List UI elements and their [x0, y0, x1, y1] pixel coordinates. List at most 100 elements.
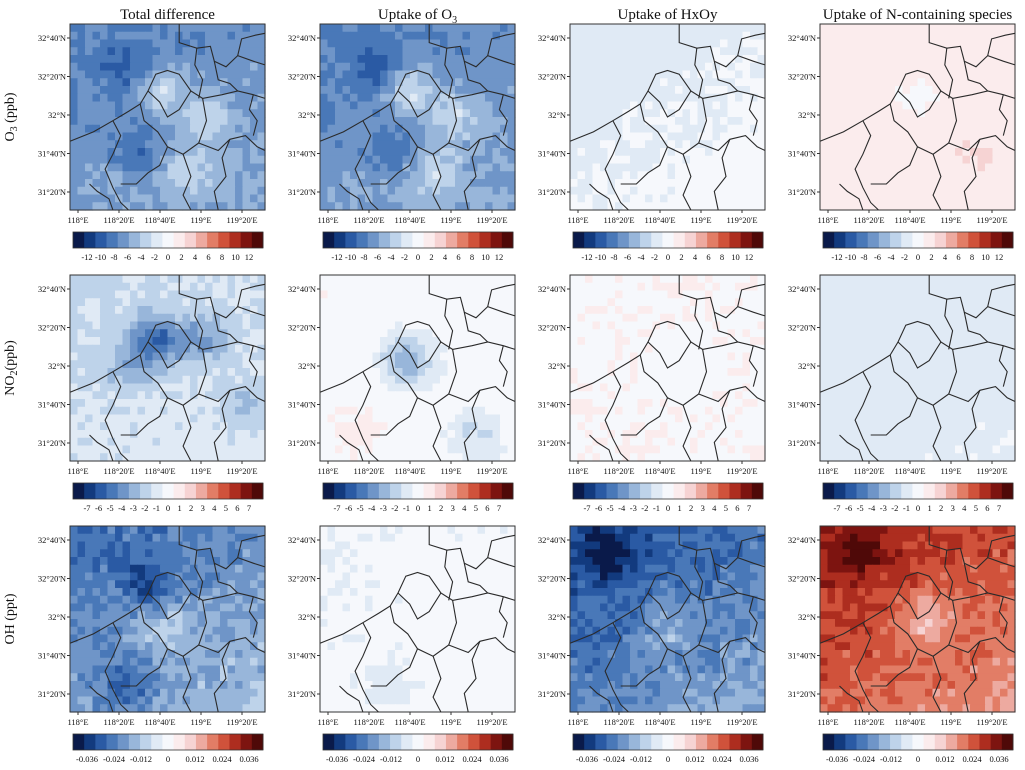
- map-cell: [205, 62, 214, 72]
- map-cell: [622, 148, 631, 157]
- map-cell: [872, 179, 881, 188]
- map-cell: [492, 414, 501, 423]
- colorbar-tick-label: -10: [95, 252, 106, 262]
- map-cell: [470, 24, 479, 33]
- map-cell: [395, 306, 404, 315]
- map-cell: [160, 360, 169, 369]
- map-cell: [387, 117, 396, 126]
- map-cell: [440, 344, 449, 354]
- map-cell: [417, 290, 426, 299]
- border-line: [104, 120, 129, 211]
- map-cell: [902, 93, 911, 103]
- map-cell: [205, 453, 214, 462]
- map-cell: [70, 163, 79, 172]
- map-cell: [455, 117, 464, 126]
- map-cell: [70, 375, 79, 385]
- map-cell: [615, 298, 624, 307]
- map-cell: [257, 430, 266, 439]
- map-cell: [257, 391, 266, 400]
- map-cell: [92, 202, 101, 211]
- map-cell: [682, 321, 691, 330]
- map-cell: [712, 368, 721, 377]
- map-cell: [115, 93, 124, 103]
- map-cell: [107, 290, 116, 299]
- map-cell: [115, 406, 124, 416]
- map-cell: [970, 298, 979, 307]
- map-cell: [705, 155, 714, 165]
- map-cell: [742, 93, 751, 103]
- map-cell: [485, 422, 494, 431]
- map-cell: [212, 47, 221, 56]
- map-cell: [410, 337, 419, 346]
- map-cell: [417, 306, 426, 315]
- map-cell: [955, 86, 964, 95]
- map-cell: [947, 124, 956, 134]
- map-cell: [577, 414, 586, 423]
- map-cell: [425, 313, 434, 323]
- map-cell: [675, 437, 684, 447]
- map-cell: [570, 368, 579, 377]
- column-title-text: Uptake of O: [378, 7, 452, 23]
- map-cell: [850, 117, 859, 126]
- map-cell: [197, 163, 206, 172]
- map-cell: [122, 391, 131, 400]
- map-cell: [1007, 163, 1016, 172]
- map-cell: [917, 124, 926, 134]
- map-cell: [607, 337, 616, 346]
- map-cell: [410, 360, 419, 369]
- map-cell: [1000, 171, 1009, 180]
- map-cell: [507, 406, 516, 416]
- colorbar-swatch: [729, 483, 742, 499]
- map-cell: [880, 24, 889, 33]
- map-cell: [470, 352, 479, 361]
- map-cell: [880, 55, 889, 64]
- map-cell: [592, 47, 601, 56]
- map-cell: [872, 163, 881, 172]
- lon-label: 118°40'E: [144, 466, 175, 476]
- map-cell: [712, 148, 721, 157]
- map-cell: [115, 39, 124, 48]
- map-cell: [697, 171, 706, 180]
- map-cell: [917, 24, 926, 33]
- map-cell: [440, 78, 449, 87]
- colorbar-swatch: [684, 232, 697, 248]
- map-cell: [130, 360, 139, 369]
- map-cell: [107, 298, 116, 307]
- map-cell: [727, 101, 736, 110]
- map-cell: [447, 306, 456, 315]
- map-cell: [880, 186, 889, 196]
- map-cell: [145, 344, 154, 354]
- map-cell: [470, 179, 479, 188]
- map-cell: [152, 124, 161, 134]
- map-cell: [477, 70, 486, 79]
- map-cell: [242, 399, 251, 408]
- map-cell: [910, 298, 919, 307]
- map-cell: [477, 31, 486, 41]
- map-cell: [100, 86, 109, 95]
- map-cell: [342, 78, 351, 87]
- map-cell: [705, 414, 714, 423]
- map-cell: [350, 414, 359, 423]
- map-cell: [735, 194, 744, 203]
- map-cell: [977, 148, 986, 157]
- map-cell: [872, 117, 881, 126]
- map-cell: [970, 202, 979, 211]
- map-cell: [742, 298, 751, 307]
- map-cell: [675, 109, 684, 118]
- map-cell: [395, 202, 404, 211]
- map-cell: [660, 406, 669, 416]
- map-cell: [257, 352, 266, 361]
- map-cell: [242, 109, 251, 118]
- map-cell: [507, 368, 516, 377]
- map-cell: [350, 437, 359, 447]
- map-cell: [622, 171, 631, 180]
- map-cell: [872, 275, 881, 284]
- map-cell: [432, 445, 441, 454]
- map-cell: [417, 368, 426, 377]
- map-cell: [100, 140, 109, 149]
- border-line: [463, 61, 489, 92]
- colorbar-tick-label: 0: [166, 503, 170, 513]
- map-cell: [470, 155, 479, 165]
- map-cell: [342, 70, 351, 79]
- map-cell: [242, 445, 251, 454]
